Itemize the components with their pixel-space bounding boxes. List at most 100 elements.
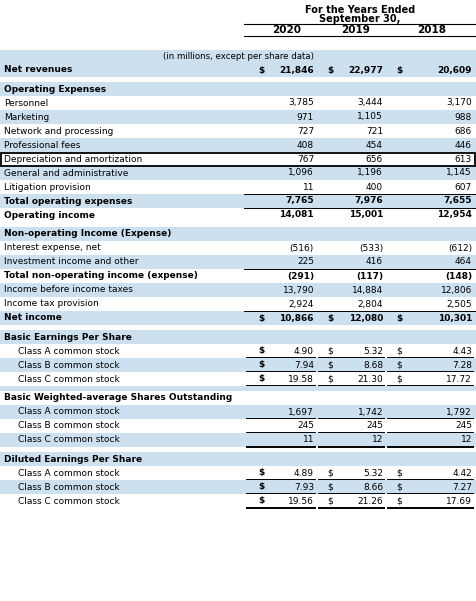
Text: $: $ [396, 374, 402, 383]
Text: 2020: 2020 [272, 25, 301, 35]
Text: 22,977: 22,977 [348, 66, 383, 75]
Text: 11: 11 [303, 436, 314, 445]
Text: Basic Earnings Per Share: Basic Earnings Per Share [4, 332, 132, 341]
Text: 225: 225 [297, 257, 314, 266]
Text: Income before income taxes: Income before income taxes [4, 285, 133, 294]
Text: Basic Weighted-average Shares Outstanding: Basic Weighted-average Shares Outstandin… [4, 394, 232, 403]
Text: 14,884: 14,884 [352, 285, 383, 294]
Text: 12,080: 12,080 [348, 314, 383, 323]
Text: 7.27: 7.27 [452, 483, 472, 492]
Text: Net income: Net income [4, 314, 62, 323]
Text: 1,145: 1,145 [446, 168, 472, 177]
Text: 245: 245 [455, 421, 472, 430]
Bar [0, 358, 476, 372]
Text: Total non-operating income (expense): Total non-operating income (expense) [4, 272, 198, 281]
Text: 454: 454 [366, 141, 383, 150]
Text: $: $ [327, 347, 333, 356]
Text: Total operating expenses: Total operating expenses [4, 197, 132, 206]
Text: $: $ [327, 374, 333, 383]
Bar [0, 227, 476, 241]
Text: 7,976: 7,976 [354, 197, 383, 206]
Text: Class A common stock: Class A common stock [18, 407, 119, 416]
Text: 7,655: 7,655 [444, 197, 472, 206]
Text: For the Years Ended: For the Years Ended [305, 5, 415, 15]
Text: 5.32: 5.32 [363, 347, 383, 356]
Bar [0, 152, 476, 166]
Text: 4.43: 4.43 [452, 347, 472, 356]
Text: 7.28: 7.28 [452, 361, 472, 370]
Text: 21,846: 21,846 [279, 66, 314, 75]
Text: General and administrative: General and administrative [4, 168, 129, 177]
Text: 721: 721 [366, 126, 383, 135]
Text: $: $ [327, 483, 333, 492]
Text: 1,792: 1,792 [446, 407, 472, 416]
Text: $: $ [327, 496, 333, 505]
Text: Class C common stock: Class C common stock [18, 496, 120, 505]
Text: $: $ [327, 361, 333, 370]
Text: Diluted Earnings Per Share: Diluted Earnings Per Share [4, 454, 142, 463]
Bar [0, 0, 476, 50]
Bar [0, 208, 476, 222]
Text: Class C common stock: Class C common stock [18, 374, 120, 383]
Text: (in millions, except per share data): (in millions, except per share data) [163, 52, 313, 61]
Text: 19.56: 19.56 [288, 496, 314, 505]
Text: 400: 400 [366, 183, 383, 192]
Text: 3,444: 3,444 [357, 99, 383, 108]
Text: (612): (612) [448, 243, 472, 252]
Bar [0, 391, 476, 405]
Bar [0, 447, 476, 452]
Text: 15,001: 15,001 [348, 210, 383, 219]
Text: 1,697: 1,697 [288, 407, 314, 416]
Text: 12: 12 [461, 436, 472, 445]
Text: 1,742: 1,742 [357, 407, 383, 416]
Text: Investment income and other: Investment income and other [4, 257, 139, 266]
Text: 656: 656 [366, 154, 383, 163]
Text: Operating income: Operating income [4, 210, 95, 219]
Text: Personnel: Personnel [4, 99, 48, 108]
Bar [0, 222, 476, 227]
Text: 12: 12 [372, 436, 383, 445]
Bar [0, 405, 476, 419]
Text: $: $ [258, 347, 264, 356]
Text: 607: 607 [455, 183, 472, 192]
Text: 245: 245 [366, 421, 383, 430]
Text: 17.72: 17.72 [446, 374, 472, 383]
Text: Operating Expenses: Operating Expenses [4, 85, 106, 94]
Bar [0, 50, 476, 63]
Text: Class A common stock: Class A common stock [18, 469, 119, 478]
Text: (516): (516) [290, 243, 314, 252]
Text: $: $ [396, 496, 402, 505]
Text: 17.69: 17.69 [446, 496, 472, 505]
Bar [1, 153, 475, 165]
Text: 2,804: 2,804 [357, 299, 383, 308]
Text: 686: 686 [455, 126, 472, 135]
Text: $: $ [396, 469, 402, 478]
Text: Class A common stock: Class A common stock [18, 347, 119, 356]
Bar [0, 63, 476, 77]
Bar [0, 180, 476, 194]
Text: 1,105: 1,105 [357, 112, 383, 121]
Text: 14,081: 14,081 [279, 210, 314, 219]
Text: 5.32: 5.32 [363, 469, 383, 478]
Bar [0, 82, 476, 96]
Bar [0, 508, 476, 601]
Text: $: $ [258, 496, 264, 505]
Text: 12,806: 12,806 [441, 285, 472, 294]
Bar [0, 494, 476, 508]
Text: $: $ [258, 66, 264, 75]
Text: 8.66: 8.66 [363, 483, 383, 492]
Bar [0, 166, 476, 180]
Text: $: $ [258, 483, 264, 492]
Bar [0, 480, 476, 494]
Text: $: $ [258, 314, 264, 323]
Bar [0, 466, 476, 480]
Bar [0, 311, 476, 325]
Text: 4.90: 4.90 [294, 347, 314, 356]
Bar [0, 96, 476, 110]
Text: 2,924: 2,924 [288, 299, 314, 308]
Text: 1,196: 1,196 [357, 168, 383, 177]
Bar [0, 325, 476, 330]
Bar [0, 283, 476, 297]
Text: Interest expense, net: Interest expense, net [4, 243, 101, 252]
Text: 2019: 2019 [342, 25, 370, 35]
